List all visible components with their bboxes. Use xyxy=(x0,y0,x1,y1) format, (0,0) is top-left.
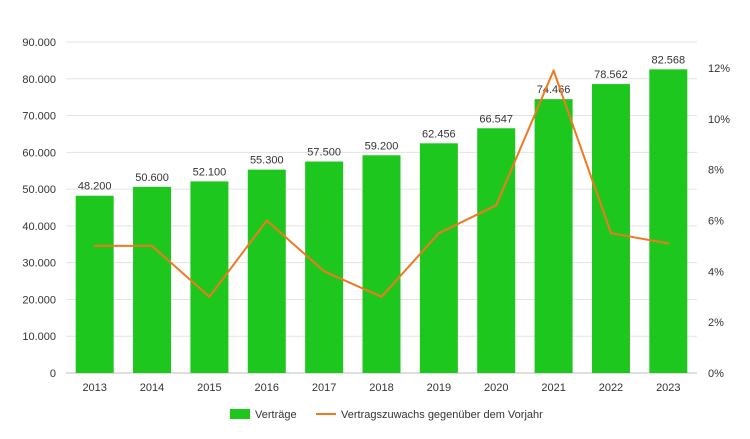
growth-point xyxy=(265,219,268,222)
right-tick-label: 10% xyxy=(708,114,730,126)
x-tick-label: 2020 xyxy=(484,382,508,394)
bar-value-label: 48.200 xyxy=(78,181,112,193)
right-tick-label: 12% xyxy=(708,63,730,75)
legend-label-vertragszuwachs: Vertragszuwachs gegenüber dem Vorjahr xyxy=(341,409,543,421)
bar-value-label: 74.466 xyxy=(537,84,571,96)
growth-point xyxy=(151,244,154,247)
bar xyxy=(190,181,229,373)
left-axis-tick-labels: 0 10.000 20.000 30.000 40.000 50.000 60.000 70.… xyxy=(22,37,56,380)
left-tick-label: 80.000 xyxy=(22,74,56,86)
bar xyxy=(362,155,401,373)
bar-value-label: 55.300 xyxy=(250,155,284,167)
right-tick-label: 0% xyxy=(708,368,724,380)
bar-value-label: 50.600 xyxy=(135,172,169,184)
growth-point xyxy=(208,295,211,298)
bar xyxy=(305,161,344,373)
x-tick-label: 2021 xyxy=(541,382,565,394)
bar xyxy=(534,99,573,373)
growth-point xyxy=(323,270,326,273)
x-tick-label: 2015 xyxy=(197,382,221,394)
growth-point xyxy=(93,244,96,247)
right-tick-label: 8% xyxy=(708,165,724,177)
x-axis-tick-labels: 2013 2014 2015 2016 2017 2018 2019 2020 2021 2022… xyxy=(82,382,680,394)
bar-series-vertraege xyxy=(75,69,688,374)
legend-swatch-vertraege xyxy=(230,409,250,419)
bar xyxy=(649,69,688,373)
left-tick-label: 50.000 xyxy=(22,184,56,196)
growth-point xyxy=(609,232,612,235)
line-series-vertragszuwachs xyxy=(93,69,670,298)
left-tick-label: 70.000 xyxy=(22,111,56,123)
bar xyxy=(591,84,630,374)
x-tick-label: 2013 xyxy=(82,382,106,394)
left-tick-label: 60.000 xyxy=(22,147,56,159)
x-tick-label: 2016 xyxy=(255,382,279,394)
left-tick-label: 40.000 xyxy=(22,221,56,233)
bar-data-labels: 48.200 50.600 52.100 55.300 57.500 59.200 62.4… xyxy=(78,54,685,192)
left-tick-label: 10.000 xyxy=(22,331,56,343)
growth-point xyxy=(380,295,383,298)
bar-value-label: 52.100 xyxy=(193,166,227,178)
bar-value-label: 62.456 xyxy=(422,128,456,140)
left-tick-label: 20.000 xyxy=(22,294,56,306)
right-tick-label: 2% xyxy=(708,317,724,329)
left-tick-label: 90.000 xyxy=(22,37,56,49)
growth-point xyxy=(552,69,555,72)
bar xyxy=(419,143,458,373)
right-tick-label: 4% xyxy=(708,266,724,278)
bar xyxy=(75,195,114,373)
x-tick-label: 2017 xyxy=(312,382,336,394)
left-tick-label: 0 xyxy=(50,368,56,380)
x-tick-label: 2022 xyxy=(599,382,623,394)
bar-value-label: 82.568 xyxy=(651,54,685,66)
right-axis-tick-labels: 0% 2% 4% 6% 8% 10% 12% xyxy=(708,63,730,380)
bar xyxy=(477,128,516,373)
bar-value-label: 59.200 xyxy=(365,140,399,152)
x-tick-label: 2023 xyxy=(656,382,680,394)
growth-point xyxy=(437,232,440,235)
growth-point xyxy=(495,204,498,207)
left-tick-label: 30.000 xyxy=(22,258,56,270)
legend: Verträge Vertragszuwachs gegenüber dem V… xyxy=(230,409,543,421)
x-tick-label: 2014 xyxy=(140,382,164,394)
x-tick-label: 2019 xyxy=(427,382,451,394)
bar-value-label: 57.500 xyxy=(307,147,341,159)
bar-value-label: 78.562 xyxy=(594,69,628,81)
right-tick-label: 6% xyxy=(708,216,724,228)
x-tick-label: 2018 xyxy=(369,382,393,394)
growth-point xyxy=(667,242,670,245)
bar-value-label: 66.547 xyxy=(479,113,513,125)
bar xyxy=(247,169,286,373)
bar xyxy=(133,186,172,373)
legend-label-vertraege: Verträge xyxy=(255,409,297,421)
